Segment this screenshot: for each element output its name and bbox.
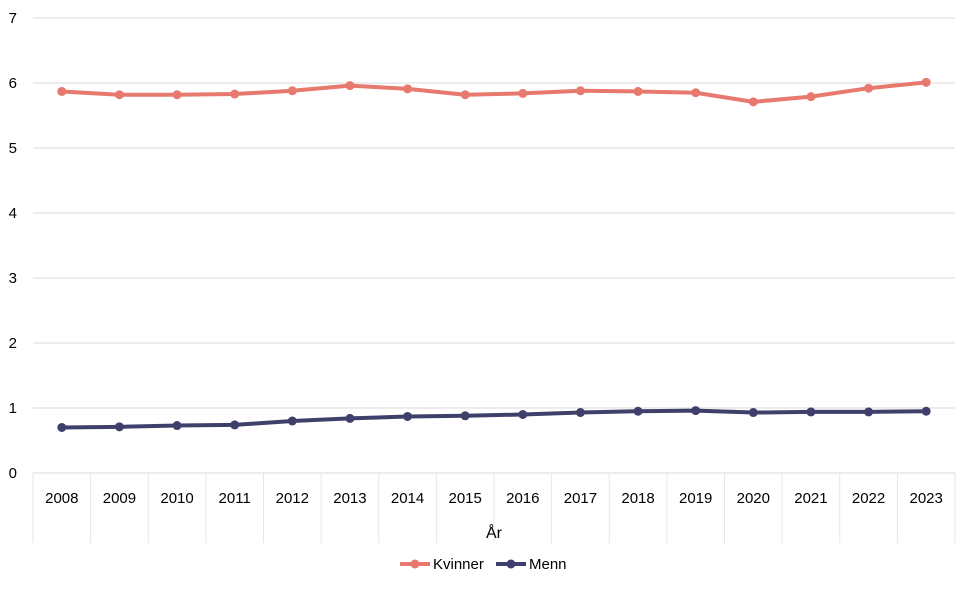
data-point [575,408,585,418]
x-tick-label: 2020 [737,490,770,507]
x-tick-label: 2008 [45,490,78,507]
series-lines [57,77,931,432]
x-tick-label: 2016 [506,490,539,507]
x-tick-label: 2011 [219,490,251,507]
data-point [287,416,297,426]
legend-item-menn: Menn [496,556,567,573]
data-point [172,90,182,100]
series-kvinner [57,77,931,107]
y-axis-ticks: 0 1 2 3 4 5 6 7 [9,10,17,482]
x-axis-title: År [486,523,503,542]
y-tick-label: 6 [9,75,17,92]
data-point [172,421,182,431]
y-tick-label: 7 [9,10,17,27]
legend-label: Menn [529,556,567,573]
data-point [864,407,874,417]
x-tick-label: 2023 [910,490,943,507]
x-tick-label: 2022 [852,490,885,507]
data-point [345,81,355,91]
x-axis: 2008 2009 2010 2011 2012 2013 2014 2015 2016 2017… [32,472,956,543]
data-point [114,90,124,100]
data-point [806,407,816,417]
y-tick-label: 5 [9,140,17,157]
data-point [460,411,470,421]
data-point [403,411,413,421]
legend-swatch-marker [506,559,516,569]
y-tick-label: 2 [9,335,17,352]
data-point [114,422,124,432]
data-point [748,408,758,418]
legend: Kvinner Menn [400,556,567,573]
y-tick-label: 0 [9,465,17,482]
y-tick-label: 4 [9,205,17,222]
data-point [691,88,701,98]
data-point [691,406,701,416]
data-point [230,420,240,430]
data-point [345,413,355,423]
x-tick-label: 2015 [449,490,482,507]
legend-label: Kvinner [433,556,484,573]
data-point [518,410,528,419]
x-tick-label: 2018 [621,490,654,507]
data-point [748,97,758,107]
data-point [287,86,297,96]
data-point [921,406,931,416]
y-tick-label: 1 [9,400,17,417]
series-menn [57,406,931,432]
series-line [59,408,929,430]
legend-swatch-marker [410,559,420,569]
data-point [57,423,67,432]
data-point [633,86,643,96]
data-point [575,86,585,96]
data-point [864,83,874,93]
series-line [59,80,929,104]
data-point [57,86,67,96]
legend-item-kvinner: Kvinner [400,556,484,573]
x-tick-label: 2021 [794,490,827,507]
data-point [403,84,413,94]
data-point [518,88,528,98]
data-point [633,406,643,416]
x-tick-label: 2014 [391,490,424,507]
data-point [460,90,470,100]
data-point [230,89,240,99]
x-tick-label: 2013 [333,490,366,507]
x-tick-label: 2012 [276,490,309,507]
x-tick-label: 2009 [103,490,136,507]
x-tick-label: 2010 [160,490,193,507]
y-tick-label: 3 [9,270,17,287]
gridlines [33,17,955,409]
data-point [806,92,816,102]
data-point [921,77,931,87]
x-tick-label: 2019 [679,490,712,507]
x-tick-label: 2017 [564,490,597,507]
